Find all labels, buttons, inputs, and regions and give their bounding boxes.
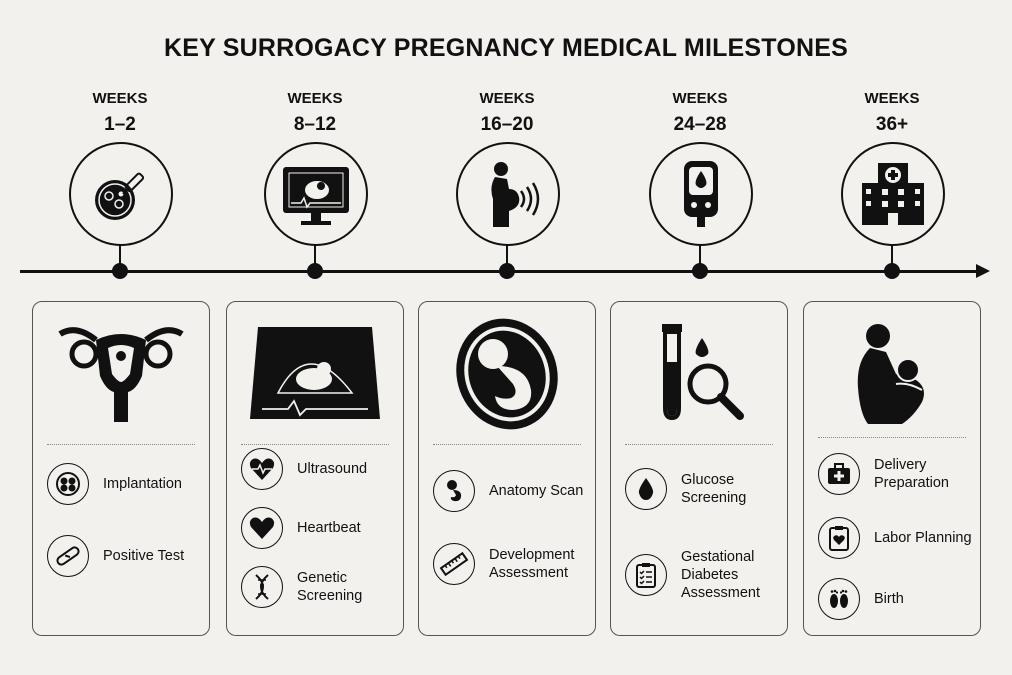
stage-connector — [506, 243, 508, 265]
uterus-icon — [58, 327, 184, 422]
milestone-card-2: Ultrasound Heartbeat Genetic Screening — [226, 301, 404, 636]
card-illustration — [804, 314, 980, 432]
milestone-item: Heartbeat — [241, 507, 401, 549]
weeks-label: WEEKS — [672, 90, 728, 107]
card-divider — [818, 437, 966, 438]
milestone-item: Birth — [818, 578, 978, 620]
heart-icon — [241, 507, 283, 549]
milestone-card-5: Delivery Preparation Labor Planning Birt… — [803, 301, 981, 636]
milestone-card-4: Glucose Screening Gestational Diabetes A… — [610, 301, 788, 636]
milestone-item: Development Assessment — [433, 543, 593, 585]
timeline-dot — [499, 263, 515, 279]
item-label: Positive Test — [103, 548, 185, 564]
milestone-item: Gestational Diabetes Assessment — [625, 548, 785, 602]
stage-connector — [119, 243, 121, 265]
stage-circle-2 — [264, 142, 368, 246]
milestone-card-1: Implantation Positive Test — [32, 301, 210, 636]
medical-bag-icon — [818, 453, 860, 495]
item-label: Genetic Screening — [297, 570, 363, 604]
timeline-dot — [307, 263, 323, 279]
card-divider — [433, 444, 581, 445]
weeks-range: 16–20 — [480, 114, 534, 135]
item-label: Development Assessment — [489, 547, 575, 581]
timeline-dot — [884, 263, 900, 279]
stage-circle-3 — [456, 142, 560, 246]
timeline-dot — [112, 263, 128, 279]
item-label: Heartbeat — [297, 520, 361, 536]
weeks-label: WEEKS — [479, 90, 535, 107]
weeks-label: WEEKS — [864, 90, 920, 107]
fetus-icon — [433, 470, 475, 512]
milestone-item: Genetic Screening — [241, 566, 401, 608]
card-illustration — [419, 314, 595, 432]
test-tube-magnifier-icon — [662, 324, 744, 421]
item-label: Delivery Preparation — [874, 457, 949, 491]
weeks-range: 24–28 — [673, 114, 727, 135]
timeline-dot — [692, 263, 708, 279]
pregnant-woman-icon — [491, 162, 540, 227]
fetus-in-womb-icon — [456, 318, 558, 430]
milestone-item: Positive Test — [47, 535, 207, 577]
item-label: Anatomy Scan — [489, 483, 584, 499]
milestone-item: Glucose Screening — [625, 468, 785, 510]
clipboard-heart-icon — [818, 517, 860, 559]
card-illustration — [227, 314, 403, 432]
item-label: Gestational Diabetes Assessment — [681, 549, 760, 601]
stage-header-5: WEEKS 36+ — [832, 90, 952, 136]
item-label: Ultrasound — [297, 461, 368, 477]
stage-connector — [699, 243, 701, 265]
dna-icon — [241, 566, 283, 608]
milestone-item: Implantation — [47, 463, 207, 505]
clipboard-checklist-icon — [625, 554, 667, 596]
ruler-icon — [433, 543, 475, 585]
milestone-item: Delivery Preparation — [818, 453, 978, 495]
baby-footprints-icon — [818, 578, 860, 620]
timeline-arrowhead — [976, 264, 990, 278]
stage-header-3: WEEKS 16–20 — [447, 90, 567, 136]
item-label: Birth — [874, 591, 904, 607]
stage-connector — [314, 243, 316, 265]
page-title: KEY SURROGACY PREGNANCY MEDICAL MILESTON… — [164, 34, 848, 62]
card-divider — [47, 444, 195, 445]
embryo-cells-icon — [47, 463, 89, 505]
stage-header-1: WEEKS 1–2 — [60, 90, 180, 136]
blood-drop-icon — [625, 468, 667, 510]
heart-pulse-icon — [241, 448, 283, 490]
weeks-range: 8–12 — [293, 114, 337, 135]
weeks-label: WEEKS — [92, 90, 148, 107]
stage-circle-4 — [649, 142, 753, 246]
card-illustration — [33, 314, 209, 432]
milestone-item: Ultrasound — [241, 448, 401, 490]
milestone-card-3: Anatomy Scan Development Assessment — [418, 301, 596, 636]
stage-header-2: WEEKS 8–12 — [255, 90, 375, 136]
item-label: Implantation — [103, 476, 182, 492]
stage-circle-5 — [841, 142, 945, 246]
card-divider — [625, 444, 773, 445]
petri-dish-pipette-icon — [95, 172, 145, 220]
card-illustration — [611, 314, 787, 432]
stage-connector — [891, 243, 893, 265]
glucose-meter-icon — [684, 161, 718, 227]
item-label: Glucose Screening — [681, 472, 747, 506]
weeks-label: WEEKS — [287, 90, 343, 107]
weeks-range: 36+ — [875, 114, 909, 135]
ultrasound-monitor-icon — [283, 167, 349, 225]
item-label: Labor Planning — [874, 530, 972, 546]
milestone-item: Anatomy Scan — [433, 470, 593, 512]
weeks-range: 1–2 — [104, 114, 136, 135]
ultrasound-scan-icon — [250, 327, 380, 419]
stage-header-4: WEEKS 24–28 — [640, 90, 760, 136]
mother-and-baby-icon — [857, 324, 924, 424]
hospital-icon — [862, 163, 924, 225]
card-divider — [241, 444, 389, 445]
stage-circle-1 — [69, 142, 173, 246]
milestone-item: Labor Planning — [818, 517, 978, 559]
pregnancy-test-icon — [47, 535, 89, 577]
